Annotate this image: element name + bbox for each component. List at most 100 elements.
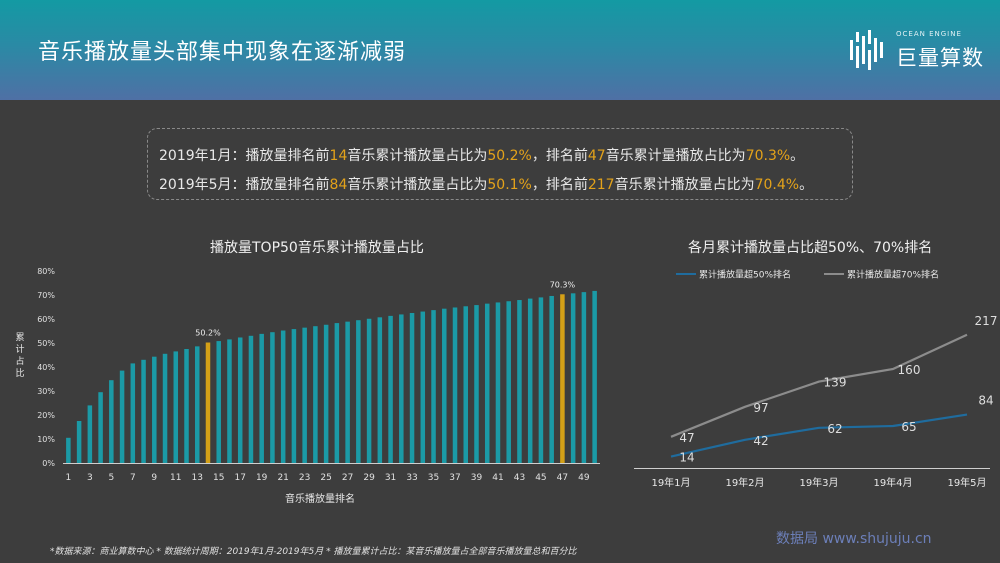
- x-tick-label: 19年3月: [799, 476, 838, 489]
- logo-subtext: OCEAN ENGINE: [896, 30, 962, 38]
- summary-highlight: 50.2%: [487, 148, 532, 164]
- line-data-label: 47: [679, 431, 694, 445]
- bar: [431, 310, 436, 463]
- line-data-label: 217: [975, 314, 998, 328]
- y-axis-title-char: 占: [15, 355, 24, 367]
- summary-highlight: 70.3%: [745, 148, 791, 164]
- x-tick-label: 19年1月: [651, 476, 690, 489]
- summary-box: 2019年1月：播放量排名前14音乐累计播放量占比为50.2%，排名前47音乐累…: [147, 128, 853, 200]
- summary-text: 2019年5月：播放量排名前: [159, 177, 330, 193]
- y-tick-label: 80%: [37, 267, 55, 276]
- x-tick-label: 25: [320, 473, 331, 483]
- summary-highlight: 14: [329, 148, 348, 164]
- legend-label: 累计播放量超50%排名: [699, 269, 791, 281]
- watermark: 数据局 www.shujuju.cn: [776, 531, 932, 547]
- bar: [291, 329, 297, 463]
- bar: [356, 320, 361, 463]
- footnote: *数据来源：商业算数中心 * 数据统计周期：2019年1月-2019年5月 * …: [50, 547, 577, 557]
- bar: [227, 339, 232, 463]
- bar-data-label: 50.2%: [195, 329, 221, 338]
- bar: [323, 324, 329, 463]
- y-axis-title-char: 累: [15, 332, 24, 343]
- summary-line-may: 2019年5月：播放量排名前84音乐累计播放量占比为50.1%，排名前217音乐…: [159, 174, 813, 194]
- x-tick-label: 13: [192, 473, 203, 483]
- y-tick-label: 0%: [42, 459, 55, 468]
- bar: [538, 297, 544, 463]
- x-tick-label: 49: [578, 473, 590, 483]
- line-chart-title: 各月累计播放量占比超50%、70%排名: [688, 240, 933, 256]
- bar: [302, 327, 307, 463]
- bar: [506, 301, 511, 463]
- summary-highlight: 50.1%: [487, 177, 532, 193]
- line-data-label: 62: [827, 422, 842, 436]
- bar: [442, 308, 447, 463]
- summary-text: 。: [790, 148, 805, 164]
- line-data-label: 139: [824, 376, 847, 390]
- bar: [237, 337, 243, 463]
- x-tick-label: 17: [234, 473, 245, 483]
- bar-chart-title: 播放量TOP50音乐累计播放量占比: [210, 240, 424, 256]
- series-line: [670, 413, 968, 458]
- x-tick-label: 23: [299, 473, 310, 483]
- page-title: 音乐播放量头部集中现象在逐渐减弱: [38, 40, 407, 65]
- logo-text: 巨量算数: [896, 46, 984, 70]
- bar: [194, 346, 200, 463]
- y-tick-label: 60%: [37, 315, 55, 324]
- bar: [388, 315, 393, 463]
- bar: [130, 363, 136, 463]
- bar: [216, 341, 221, 463]
- bar: [66, 437, 71, 463]
- bar: [495, 302, 501, 463]
- x-tick-label: 19: [256, 473, 268, 483]
- y-tick-label: 50%: [37, 339, 55, 348]
- bar: [517, 300, 522, 463]
- bar: [173, 351, 179, 463]
- x-axis-title: 音乐播放量排名: [285, 492, 355, 505]
- x-tick-label: 47: [557, 473, 568, 483]
- bar: [162, 353, 168, 463]
- bar: [366, 318, 372, 463]
- bar: [581, 292, 587, 463]
- x-tick-label: 1: [66, 473, 72, 483]
- line-data-label: 42: [753, 434, 768, 448]
- y-axis-title-char: 比: [15, 367, 24, 379]
- bar: [280, 330, 286, 463]
- summary-highlight: 217: [587, 177, 615, 193]
- bar: [270, 332, 275, 463]
- bar: [152, 356, 157, 463]
- x-tick-label: 9: [151, 473, 157, 483]
- summary-text: 2019年1月：播放量排名前: [159, 148, 330, 164]
- x-tick-label: 19年2月: [725, 476, 764, 489]
- x-tick-label: 29: [363, 473, 375, 483]
- highlight-bar: [205, 342, 211, 463]
- header-banner: 音乐播放量头部集中现象在逐渐减弱 OCEAN ENGINE 巨量算数: [0, 0, 1000, 100]
- y-tick-label: 40%: [37, 363, 55, 372]
- line-data-label: 65: [901, 420, 916, 434]
- bar: [248, 335, 254, 463]
- bar: [463, 306, 469, 463]
- bar: [570, 293, 576, 463]
- line-data-label: 14: [679, 451, 694, 465]
- bar: [334, 323, 340, 463]
- bar: [377, 317, 383, 463]
- summary-highlight: 70.4%: [754, 177, 800, 193]
- bar: [345, 321, 350, 463]
- logo-bars-icon: [850, 30, 883, 70]
- bar: [141, 359, 146, 463]
- bar: [98, 392, 103, 463]
- bar: [109, 380, 114, 463]
- y-axis-title-char: 计: [15, 343, 24, 355]
- x-tick-label: 5: [108, 473, 114, 483]
- y-tick-label: 30%: [37, 387, 55, 396]
- x-tick-label: 33: [406, 473, 417, 483]
- x-tick-label: 15: [213, 473, 224, 483]
- x-tick-label: 45: [535, 473, 546, 483]
- y-tick-label: 10%: [37, 435, 55, 444]
- summary-line-jan: 2019年1月：播放量排名前14音乐累计播放量占比为50.2%，排名前47音乐累…: [159, 145, 804, 165]
- x-tick-label: 31: [385, 473, 396, 483]
- x-tick-label: 39: [471, 473, 483, 483]
- bar: [87, 405, 93, 463]
- summary-text: 音乐累计量播放占比为: [605, 148, 746, 164]
- bar: [399, 314, 404, 463]
